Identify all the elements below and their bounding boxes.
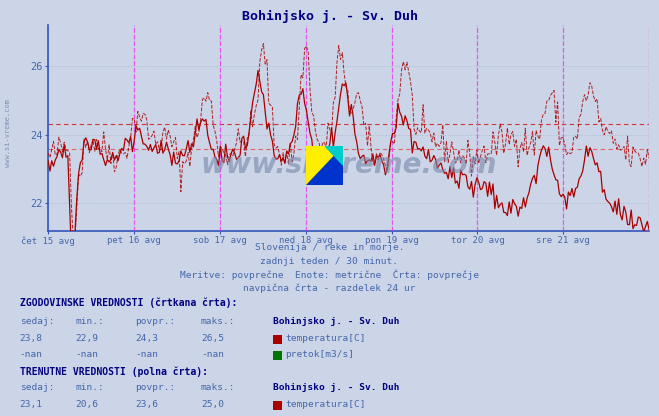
Text: Bohinjsko j. - Sv. Duh: Bohinjsko j. - Sv. Duh: [241, 10, 418, 23]
Polygon shape: [325, 146, 343, 165]
Text: -nan: -nan: [76, 350, 99, 359]
Text: -nan: -nan: [201, 350, 224, 359]
Text: min.:: min.:: [76, 383, 105, 392]
Text: povpr.:: povpr.:: [135, 383, 175, 392]
Text: 23,1: 23,1: [20, 400, 43, 409]
Text: sedaj:: sedaj:: [20, 317, 54, 327]
Text: -nan: -nan: [135, 350, 158, 359]
Polygon shape: [306, 146, 343, 185]
Text: 22,9: 22,9: [76, 334, 99, 343]
Text: Bohinjsko j. - Sv. Duh: Bohinjsko j. - Sv. Duh: [273, 317, 400, 327]
Text: navpična črta - razdelek 24 ur: navpična črta - razdelek 24 ur: [243, 283, 416, 293]
Text: 20,6: 20,6: [76, 400, 99, 409]
Polygon shape: [306, 146, 343, 185]
Text: TRENUTNE VREDNOSTI (polna črta):: TRENUTNE VREDNOSTI (polna črta):: [20, 366, 208, 377]
Text: povpr.:: povpr.:: [135, 317, 175, 327]
Text: min.:: min.:: [76, 317, 105, 327]
Text: -nan: -nan: [20, 350, 43, 359]
Text: www.si-vreme.com: www.si-vreme.com: [5, 99, 11, 167]
Text: temperatura[C]: temperatura[C]: [285, 400, 366, 409]
Text: 25,0: 25,0: [201, 400, 224, 409]
Text: Slovenija / reke in morje.: Slovenija / reke in morje.: [255, 243, 404, 253]
Text: zadnji teden / 30 minut.: zadnji teden / 30 minut.: [260, 257, 399, 266]
Text: 23,6: 23,6: [135, 400, 158, 409]
Text: www.si-vreme.com: www.si-vreme.com: [200, 151, 497, 179]
Text: ZGODOVINSKE VREDNOSTI (črtkana črta):: ZGODOVINSKE VREDNOSTI (črtkana črta):: [20, 297, 237, 308]
Text: 24,3: 24,3: [135, 334, 158, 343]
Text: 23,8: 23,8: [20, 334, 43, 343]
Text: maks.:: maks.:: [201, 383, 235, 392]
Text: Meritve: povprečne  Enote: metrične  Črta: povprečje: Meritve: povprečne Enote: metrične Črta:…: [180, 270, 479, 280]
Text: maks.:: maks.:: [201, 317, 235, 327]
Text: 26,5: 26,5: [201, 334, 224, 343]
Text: pretok[m3/s]: pretok[m3/s]: [285, 350, 355, 359]
Text: sedaj:: sedaj:: [20, 383, 54, 392]
Text: Bohinjsko j. - Sv. Duh: Bohinjsko j. - Sv. Duh: [273, 383, 400, 392]
Text: temperatura[C]: temperatura[C]: [285, 334, 366, 343]
